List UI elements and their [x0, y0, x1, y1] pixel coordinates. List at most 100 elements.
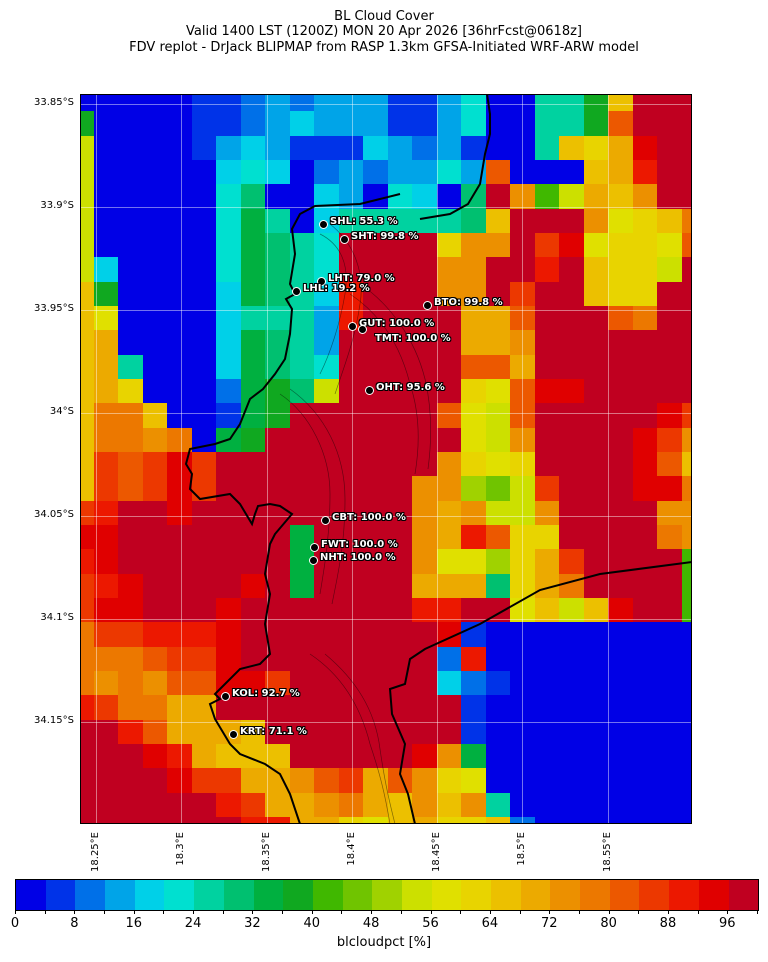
heatmap-cell [314, 159, 340, 185]
heatmap-cell [559, 159, 585, 185]
heatmap-cell [681, 330, 692, 356]
heatmap-cell [387, 451, 413, 477]
heatmap-cell [608, 451, 634, 477]
heatmap-cell [216, 94, 242, 112]
heatmap-cell [412, 232, 438, 258]
heatmap-cell [314, 792, 340, 818]
heatmap-cell [289, 135, 315, 161]
heatmap-cell [338, 500, 364, 526]
heatmap-cell [461, 330, 487, 356]
heatmap-cell [265, 111, 291, 137]
heatmap-cell [559, 257, 585, 283]
heatmap-cell [412, 622, 438, 648]
heatmap-cell [80, 573, 95, 599]
y-tick-label: 33.9°S [40, 200, 74, 211]
station-marker-cbt[interactable] [321, 516, 330, 525]
heatmap-cell [363, 768, 389, 794]
heatmap-cell [80, 670, 95, 696]
station-marker-tmt[interactable] [358, 325, 367, 334]
heatmap-cell [461, 403, 487, 429]
heatmap-cell [314, 403, 340, 429]
heatmap-cell [657, 695, 683, 721]
heatmap-cell [534, 354, 560, 380]
heatmap-cell [485, 670, 511, 696]
map-plot-area[interactable]: SHL: 55.3 % SHT: 99.8 % LHT: 79.0 % LHL: 19… [80, 94, 692, 824]
heatmap-cell [387, 159, 413, 185]
heatmap-cell [363, 354, 389, 380]
station-marker-shl[interactable] [319, 220, 328, 229]
heatmap-cell [338, 670, 364, 696]
heatmap-cell [265, 305, 291, 331]
heatmap-cell [167, 622, 193, 648]
station-marker-kol[interactable] [221, 692, 230, 701]
heatmap-cell [93, 743, 119, 769]
station-marker-sht[interactable] [340, 235, 349, 244]
heatmap-cell [632, 792, 658, 818]
heatmap-cell [338, 695, 364, 721]
heatmap-cell [142, 476, 168, 502]
heatmap-cell [216, 597, 242, 623]
heatmap-cell [240, 792, 266, 818]
heatmap-cell [240, 768, 266, 794]
heatmap-cell [657, 743, 683, 769]
heatmap-cell [216, 476, 242, 502]
heatmap-cell [118, 94, 144, 112]
heatmap-cell [191, 94, 217, 112]
chart-title: BL Cloud Cover [334, 9, 434, 24]
station-marker-gut[interactable] [348, 322, 357, 331]
heatmap-cell [461, 768, 487, 794]
heatmap-cell [363, 330, 389, 356]
heatmap-cell [142, 281, 168, 307]
heatmap-cell [363, 695, 389, 721]
heatmap-cell [608, 354, 634, 380]
heatmap-cell [608, 281, 634, 307]
heatmap-cell [657, 111, 683, 137]
heatmap-cell [387, 500, 413, 526]
heatmap-cell [534, 670, 560, 696]
heatmap-cell [681, 573, 692, 599]
heatmap-cell [240, 159, 266, 185]
colorbar-tick [430, 910, 432, 914]
heatmap-cell [559, 330, 585, 356]
station-marker-nht[interactable] [309, 556, 318, 565]
heatmap-cell [681, 208, 692, 234]
heatmap-cell [485, 816, 511, 824]
heatmap-cell [632, 573, 658, 599]
heatmap-cell [387, 524, 413, 550]
heatmap-cell [632, 524, 658, 550]
heatmap-cell [485, 792, 511, 818]
heatmap-cell [93, 695, 119, 721]
station-marker-krt[interactable] [229, 730, 238, 739]
heatmap-cell [461, 281, 487, 307]
heatmap-cell [387, 816, 413, 824]
heatmap-cell [142, 816, 168, 824]
heatmap-cell [338, 768, 364, 794]
station-marker-lhl[interactable] [292, 287, 301, 296]
heatmap-cell [265, 476, 291, 502]
heatmap-cell [485, 451, 511, 477]
station-marker-oht[interactable] [365, 386, 374, 395]
heatmap-cell [191, 573, 217, 599]
station-marker-fwt[interactable] [310, 543, 319, 552]
station-label-lht: LHT: 79.0 % [328, 273, 395, 284]
station-marker-lht[interactable] [317, 277, 326, 286]
heatmap-cell [657, 257, 683, 283]
heatmap-cell [265, 427, 291, 453]
heatmap-cell [681, 816, 692, 824]
heatmap-cell [510, 427, 536, 453]
station-marker-bto[interactable] [423, 301, 432, 310]
heatmap-cell [314, 719, 340, 745]
heatmap-cell [583, 184, 609, 210]
heatmap-cell [363, 208, 389, 234]
heatmap-cell [93, 232, 119, 258]
heatmap-cell [436, 743, 462, 769]
heatmap-cell [240, 622, 266, 648]
heatmap-cell [142, 500, 168, 526]
heatmap-cell [412, 159, 438, 185]
heatmap-cell [167, 111, 193, 137]
heatmap-cell [338, 743, 364, 769]
heatmap-cell [240, 549, 266, 575]
heatmap-cell [608, 646, 634, 672]
heatmap-cell [485, 184, 511, 210]
heatmap-cell [265, 257, 291, 283]
